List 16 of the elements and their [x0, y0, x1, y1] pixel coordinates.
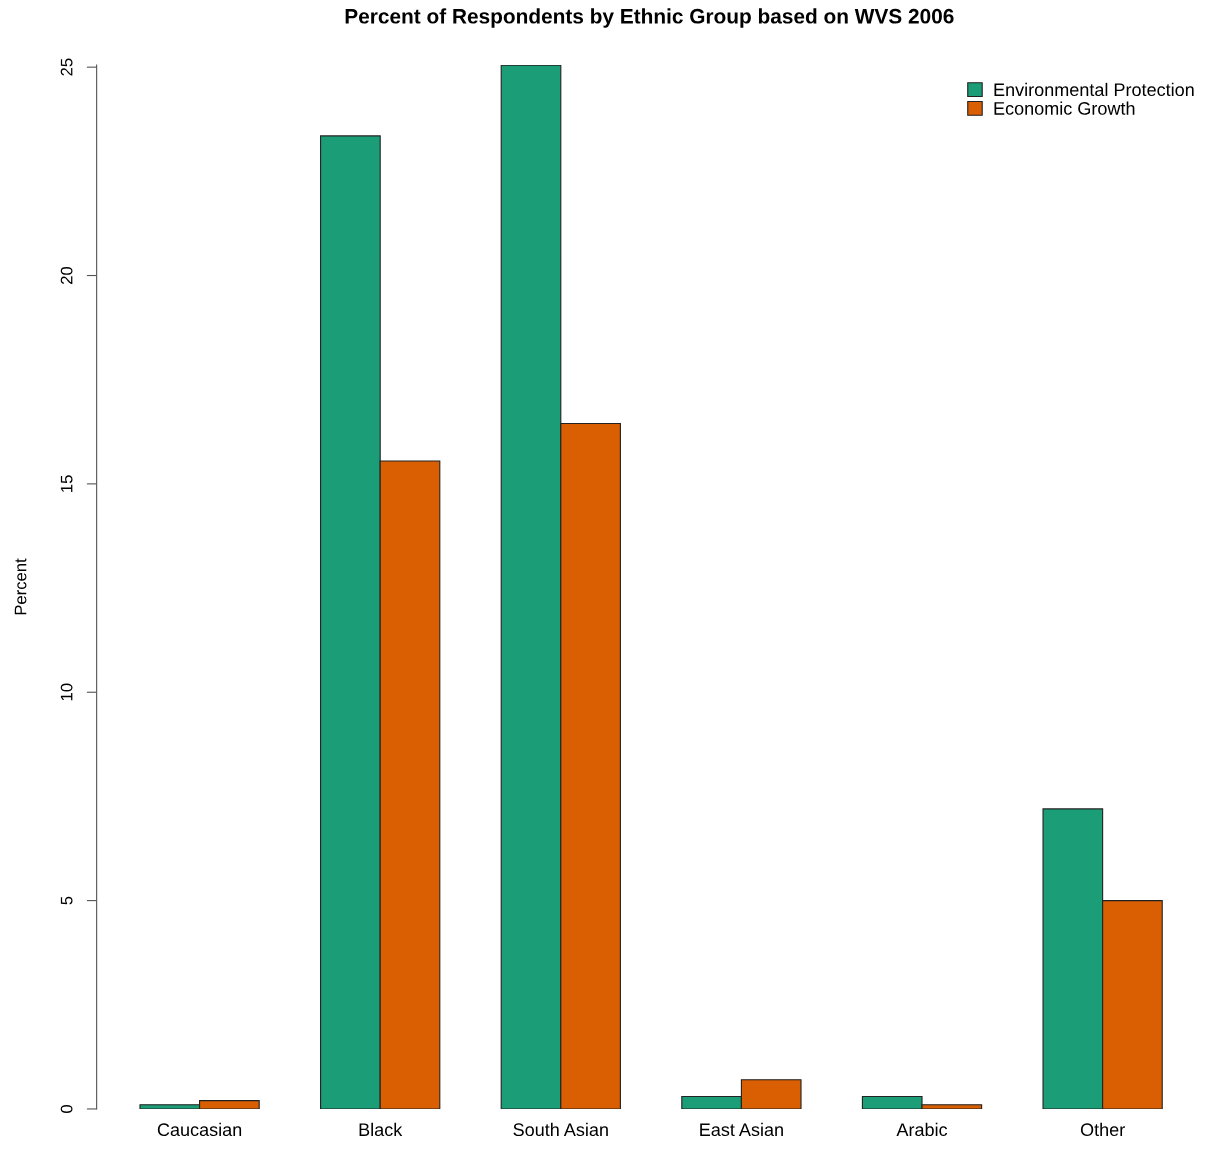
y-tick-label: 25: [60, 58, 73, 76]
x-tick-label: Black: [359, 1122, 403, 1137]
x-tick-label: Arabic: [896, 1122, 948, 1137]
y-tick-label: 10: [60, 683, 73, 701]
legend-label: Environmental Protection: [994, 82, 1194, 97]
x-tick-label: Caucasian: [157, 1122, 242, 1137]
y-tick-label: 0: [60, 1104, 73, 1113]
x-tick-label: Other: [1080, 1122, 1125, 1137]
x-tick-label: East Asian: [700, 1122, 783, 1137]
chart-title: Percent of Respondents by Ethnic Group based on WVS 2006: [345, 8, 954, 28]
legend-label: Economic Growth: [994, 101, 1135, 115]
y-tick-label: 5: [60, 896, 73, 905]
y-tick-label: 15: [60, 475, 73, 492]
y-tick-label: 20: [60, 266, 73, 284]
x-tick-label: South Asian: [513, 1122, 608, 1137]
y-axis-title: Percent: [14, 558, 27, 615]
